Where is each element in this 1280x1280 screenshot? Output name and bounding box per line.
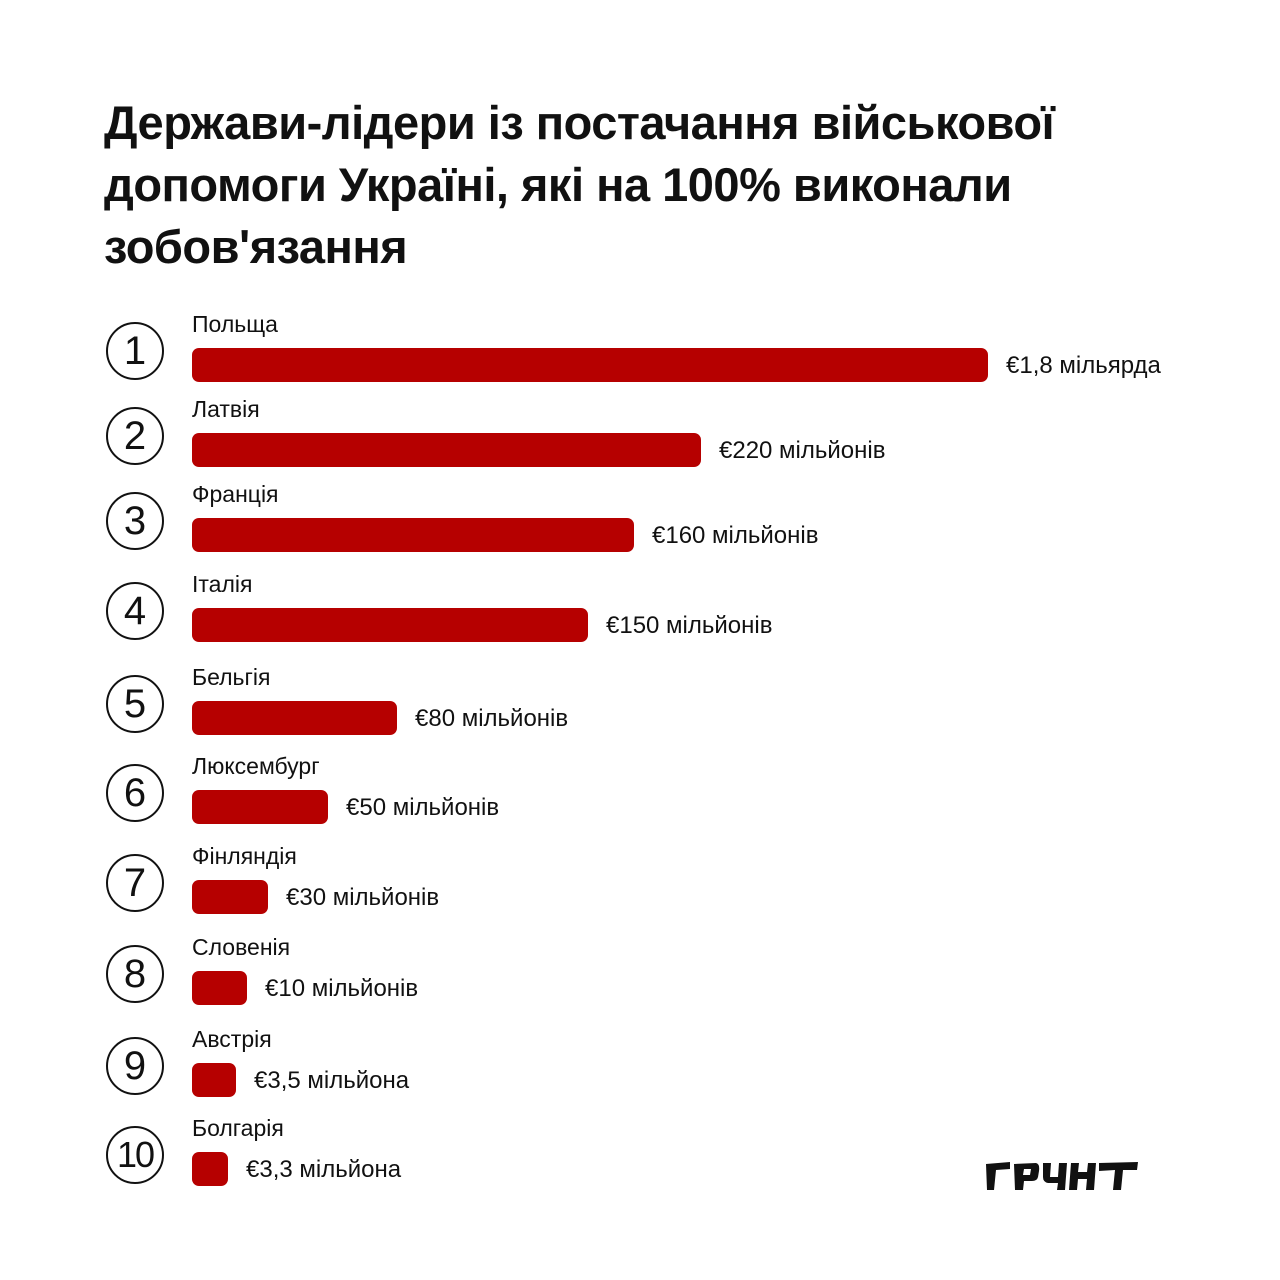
rank-badge: 1 [106,322,164,380]
value-label: €3,5 мільйона [254,1067,410,1094]
bar-row: 2 Латвія €220 мільйонів [0,396,1280,493]
value-label: €50 мільйонів [346,794,500,821]
value-bar [192,880,268,914]
value-bar [192,433,701,467]
bar-row: 8 Словенія €10 мільйонів [0,934,1280,1031]
rank-badge: 7 [106,854,164,912]
rank-badge: 5 [106,675,164,733]
rank-badge: 10 [106,1126,164,1184]
rank-badge: 2 [106,407,164,465]
bar-row: 3 Франція €160 мільйонів [0,481,1280,578]
value-bar [192,348,988,382]
rank-badge: 6 [106,764,164,822]
chart-title: Держави-лідери із постачання військової … [104,96,1055,273]
bar-row: 7 Фінляндія €30 мільйонів [0,843,1280,940]
grunt-logo [986,1162,1138,1190]
value-label: €80 мільйонів [415,705,569,732]
value-bar [192,1063,236,1097]
bar-row: 10 Болгарія €3,3 мільйона [0,1115,1280,1212]
value-label: €1,8 мільярда [1006,352,1161,379]
country-label: Бельгія [192,664,271,690]
value-bar [192,1152,228,1186]
country-label: Болгарія [192,1115,284,1141]
bar-row: 5 Бельгія €80 мільйонів [0,664,1280,761]
country-label: Австрія [192,1026,272,1052]
bar-row: 9 Австрія €3,5 мільйона [0,1026,1280,1123]
rank-badge: 3 [106,492,164,550]
bar-row: 4 Італія €150 мільйонів [0,571,1280,668]
value-label: €160 мільйонів [652,522,819,549]
rank-badge: 4 [106,582,164,640]
country-label: Польща [192,311,278,337]
value-label: €220 мільйонів [719,437,886,464]
rank-badge: 8 [106,945,164,1003]
country-label: Латвія [192,396,260,422]
bar-row: 1 Польща €1,8 мільярда [0,311,1280,408]
value-bar [192,518,634,552]
value-label: €10 мільйонів [265,975,419,1002]
value-label: €150 мільйонів [606,612,773,639]
value-bar [192,701,397,735]
rank-badge: 9 [106,1037,164,1095]
value-bar [192,608,588,642]
value-label: €3,3 мільйона [246,1156,402,1183]
bar-row: 6 Люксембург €50 мільйонів [0,753,1280,850]
country-label: Франція [192,481,279,507]
country-label: Словенія [192,934,291,960]
country-label: Фінляндія [192,843,297,869]
country-label: Люксембург [192,753,320,779]
value-label: €30 мільйонів [286,884,440,911]
value-bar [192,790,328,824]
value-bar [192,971,247,1005]
country-label: Італія [192,571,253,597]
